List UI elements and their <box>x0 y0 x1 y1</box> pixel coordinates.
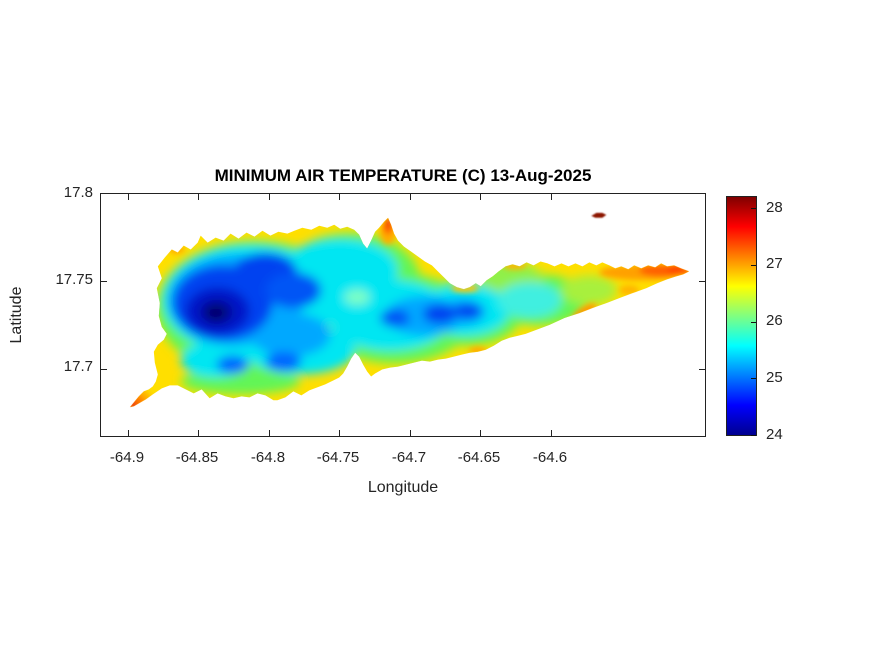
island-fill <box>129 217 690 408</box>
colorbar-tick-label: 24 <box>766 426 783 443</box>
x-tick-label: -64.7 <box>391 449 427 466</box>
x-tick-label: -64.8 <box>250 449 286 466</box>
x-tick-label: -64.85 <box>175 449 219 466</box>
x-axis-tick <box>551 194 552 200</box>
colorbar-tick <box>751 322 756 323</box>
x-axis-tick <box>128 194 129 200</box>
x-axis-label: Longitude <box>367 479 439 496</box>
y-tick-label: 17.7 <box>63 358 93 375</box>
x-axis-tick <box>198 194 199 200</box>
colorbar-tick-label: 28 <box>766 199 783 216</box>
x-axis-tick <box>480 430 481 436</box>
plot-area <box>100 193 706 437</box>
colorbar-tick-label: 26 <box>766 312 783 329</box>
y-tick-label: 17.8 <box>63 184 93 201</box>
x-axis-tick <box>128 430 129 436</box>
x-axis-tick <box>269 194 270 200</box>
x-axis-tick <box>339 194 340 200</box>
colorbar-tick <box>751 378 756 379</box>
y-axis-tick <box>699 369 705 370</box>
x-tick-label: -64.75 <box>316 449 360 466</box>
colorbar-tick <box>751 265 756 266</box>
x-axis-tick <box>480 194 481 200</box>
y-axis-tick <box>699 281 705 282</box>
y-axis-label: Latitude <box>8 286 25 344</box>
x-tick-label: -64.6 <box>532 449 568 466</box>
colorbar-tick <box>751 208 756 209</box>
x-axis-tick <box>551 430 552 436</box>
x-axis-tick <box>339 430 340 436</box>
x-axis-tick <box>269 430 270 436</box>
colorbar-tick-label: 27 <box>766 255 783 272</box>
island-contour-map <box>129 212 690 408</box>
x-tick-label: -64.9 <box>109 449 145 466</box>
y-axis-tick <box>101 281 107 282</box>
y-axis-tick <box>101 369 107 370</box>
colorbar-tick-label: 25 <box>766 369 783 386</box>
x-axis-tick <box>410 430 411 436</box>
y-tick-label: 17.75 <box>55 271 93 288</box>
plot-title: MINIMUM AIR TEMPERATURE (C) 13-Aug-2025 <box>214 166 592 185</box>
x-tick-label: -64.65 <box>457 449 501 466</box>
colorbar-tick <box>751 435 756 436</box>
colorbar <box>726 196 757 436</box>
x-axis-tick <box>198 430 199 436</box>
x-axis-tick <box>410 194 411 200</box>
isolated-hot-patch <box>591 212 607 218</box>
